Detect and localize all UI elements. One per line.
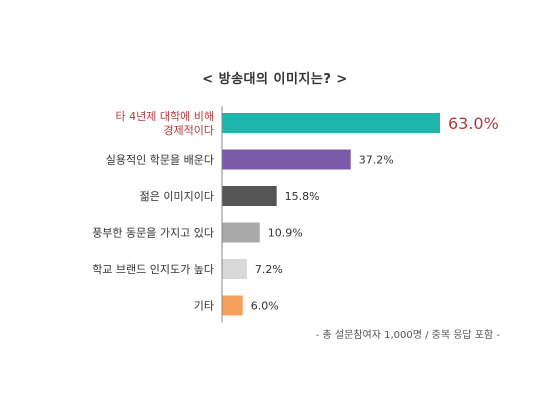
category-label-5: 기타 [194, 300, 214, 313]
bar-2 [222, 186, 277, 206]
category-label-0: 타 4년제 대학에 비해 경제적이다 [116, 109, 214, 137]
bar-1 [222, 149, 351, 170]
category-label-3: 풍부한 동문을 가지고 있다 [92, 227, 214, 240]
bar-4 [222, 259, 247, 279]
category-label-1: 실용적인 학문을 배운다 [106, 154, 214, 167]
bar-0 [222, 113, 440, 133]
bar-5 [222, 295, 243, 316]
value-label-3: 10.9% [268, 227, 303, 240]
value-label-1: 37.2% [359, 154, 394, 167]
bar-3 [222, 222, 260, 243]
chart-footnote: - 총 설문참여자 1,000명 / 중복 응답 포함 - [315, 330, 500, 341]
chart-title: < 방송대의 이미지는? > [202, 72, 348, 87]
value-label-5: 6.0% [251, 300, 279, 313]
category-label-2: 젊은 이미지이다 [140, 190, 214, 203]
value-label-0: 63.0% [448, 114, 499, 133]
value-label-2: 15.8% [285, 190, 320, 203]
value-label-4: 7.2% [255, 263, 283, 276]
category-label-4: 학교 브랜드 인지도가 높다 [92, 263, 214, 276]
